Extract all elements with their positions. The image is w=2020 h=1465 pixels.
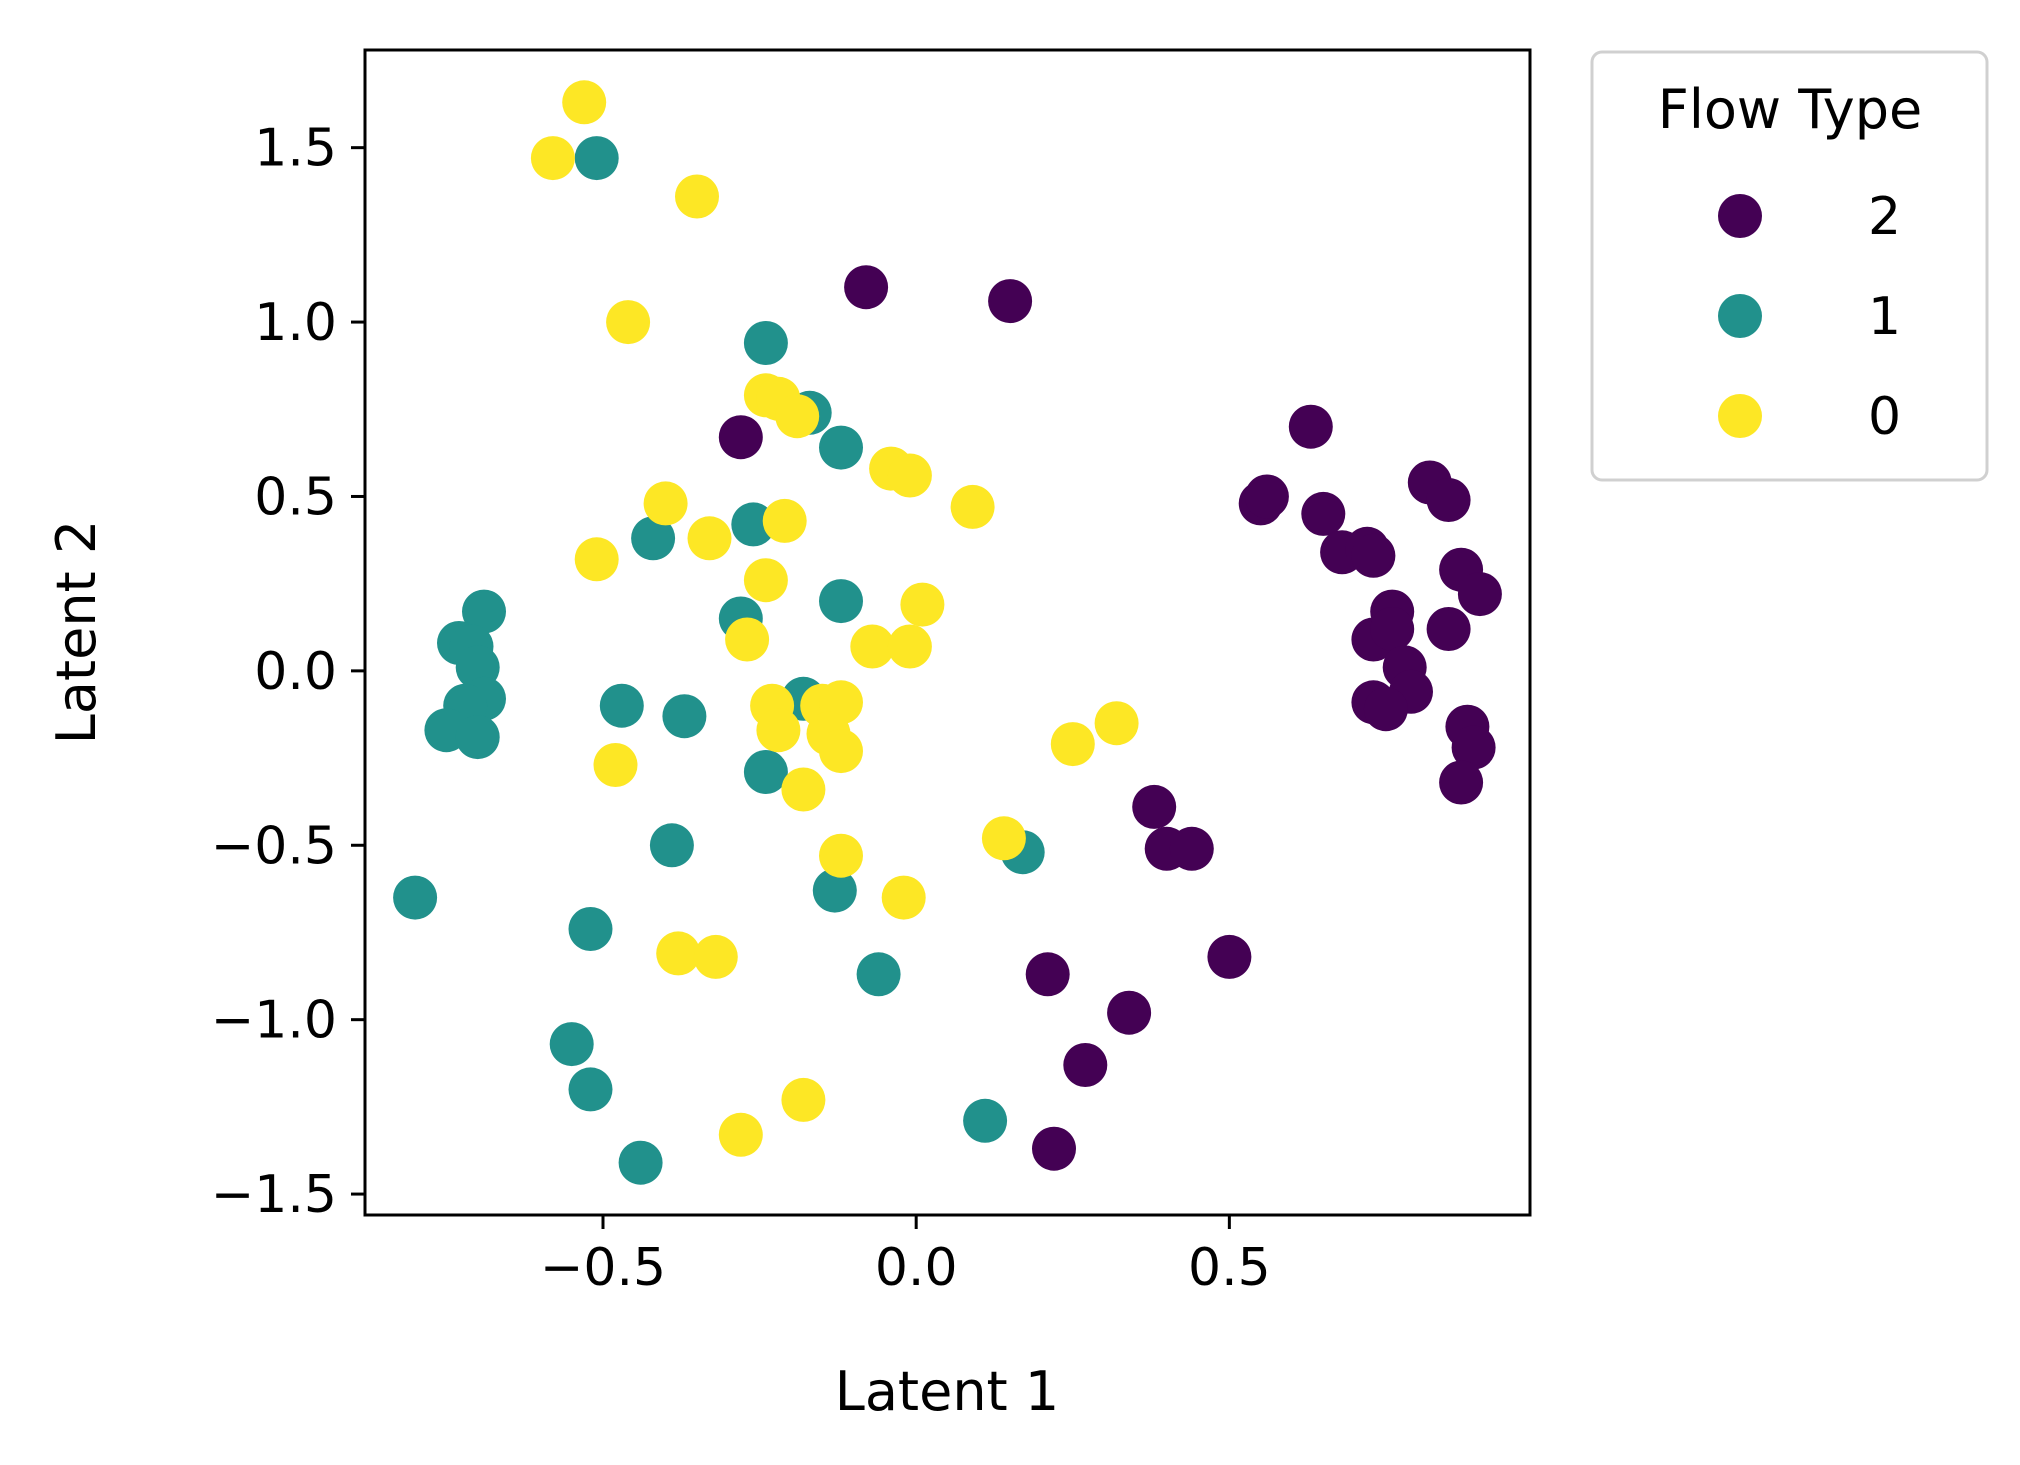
point-series-2: [1032, 1126, 1076, 1171]
point-series-0: [530, 136, 575, 181]
x-tick-label: 0.0: [875, 1238, 958, 1298]
point-series-2: [1426, 607, 1471, 651]
point-series-1: [618, 1140, 663, 1185]
point-series-1: [819, 425, 863, 470]
point-series-2: [1107, 990, 1152, 1035]
point-series-0: [981, 816, 1026, 861]
point-series-0: [687, 516, 732, 561]
point-series-2: [1426, 478, 1471, 522]
point-series-0: [881, 875, 926, 920]
point-series-0: [762, 498, 807, 543]
point-series-2: [1363, 687, 1408, 732]
point-series-2: [1207, 934, 1252, 979]
y-axis: −1.5 −1.0 −0.5 0.0 0.5 1.0 1.5: [211, 119, 365, 1225]
point-series-2: [988, 279, 1033, 324]
point-series-0: [725, 617, 770, 662]
y-tick-label: 1.0: [254, 293, 337, 353]
legend-box: [1590, 50, 1989, 482]
point-series-0: [1094, 701, 1139, 746]
point-series-1: [568, 907, 613, 951]
point-series-2: [718, 415, 763, 460]
point-series-1: [662, 694, 707, 739]
point-series-2: [1301, 491, 1346, 536]
point-series-1: [856, 952, 901, 997]
point-series-0: [574, 537, 619, 582]
points-layer: [393, 80, 1502, 1185]
point-series-0: [643, 481, 688, 526]
point-series-1: [649, 823, 694, 868]
point-series-0: [819, 833, 863, 878]
point-series-2: [1288, 404, 1333, 449]
point-series-0: [675, 174, 719, 219]
point-series-2: [1063, 1043, 1108, 1087]
point-series-0: [743, 558, 788, 603]
point-series-1: [963, 1098, 1008, 1143]
point-series-0: [781, 1077, 826, 1122]
point-series-1: [599, 683, 644, 728]
point-series-0: [775, 394, 820, 439]
y-tick-label: 1.5: [254, 119, 337, 179]
point-series-2: [1370, 607, 1415, 651]
point-series-2: [1132, 784, 1177, 829]
point-series-0: [781, 767, 826, 812]
point-series-0: [756, 708, 801, 753]
point-series-1: [455, 715, 500, 760]
legend: Flow Type 2 1 0: [1590, 50, 1989, 482]
point-series-0: [562, 80, 607, 125]
legend-label-1: 1: [1868, 287, 1901, 347]
y-tick-label: 0.5: [254, 467, 337, 527]
point-series-2: [1439, 760, 1484, 805]
point-series-2: [1244, 474, 1289, 519]
x-tick-label: −0.5: [540, 1238, 666, 1298]
point-series-2: [844, 265, 889, 310]
point-series-0: [900, 582, 945, 627]
legend-title: Flow Type: [1658, 78, 1922, 141]
point-series-1: [631, 516, 676, 561]
point-series-0: [1050, 722, 1095, 767]
legend-label-2: 2: [1868, 187, 1901, 247]
point-series-0: [656, 931, 701, 976]
legend-marker-1: [1718, 294, 1762, 338]
y-tick-label: −1.5: [211, 1165, 337, 1225]
x-axis-label: Latent 1: [835, 1360, 1060, 1423]
point-series-2: [1451, 725, 1496, 770]
point-series-1: [812, 868, 857, 913]
point-series-0: [819, 729, 863, 774]
point-series-1: [393, 875, 438, 920]
point-series-1: [568, 1067, 613, 1112]
y-tick-label: 0.0: [254, 642, 337, 702]
point-series-0: [718, 1112, 763, 1157]
y-tick-label: −0.5: [211, 816, 337, 876]
plot-frame: [363, 48, 1532, 1217]
point-series-1: [819, 579, 863, 624]
point-series-1: [743, 321, 788, 365]
point-series-1: [574, 136, 619, 181]
legend-entries: 2 1 0: [1718, 187, 1901, 447]
point-series-0: [950, 484, 995, 529]
point-series-0: [593, 743, 638, 787]
x-tick-label: 0.5: [1188, 1238, 1271, 1298]
point-series-1: [743, 750, 788, 794]
legend-marker-0: [1718, 394, 1762, 438]
y-tick-label: −1.0: [211, 991, 337, 1051]
point-series-1: [549, 1022, 594, 1067]
point-series-0: [850, 624, 895, 669]
point-series-0: [606, 300, 651, 345]
point-series-2: [1351, 533, 1396, 578]
point-series-0: [887, 453, 932, 498]
point-series-0: [887, 624, 932, 669]
y-axis-label: Latent 2: [45, 520, 108, 745]
point-series-0: [693, 934, 738, 979]
point-series-1: [462, 589, 506, 634]
point-series-2: [1025, 952, 1070, 997]
legend-label-0: 0: [1868, 387, 1901, 447]
x-axis: −0.5 0.0 0.5: [540, 1215, 1271, 1298]
legend-marker-2: [1718, 194, 1762, 238]
point-series-2: [1169, 826, 1214, 871]
point-series-2: [1457, 572, 1502, 617]
